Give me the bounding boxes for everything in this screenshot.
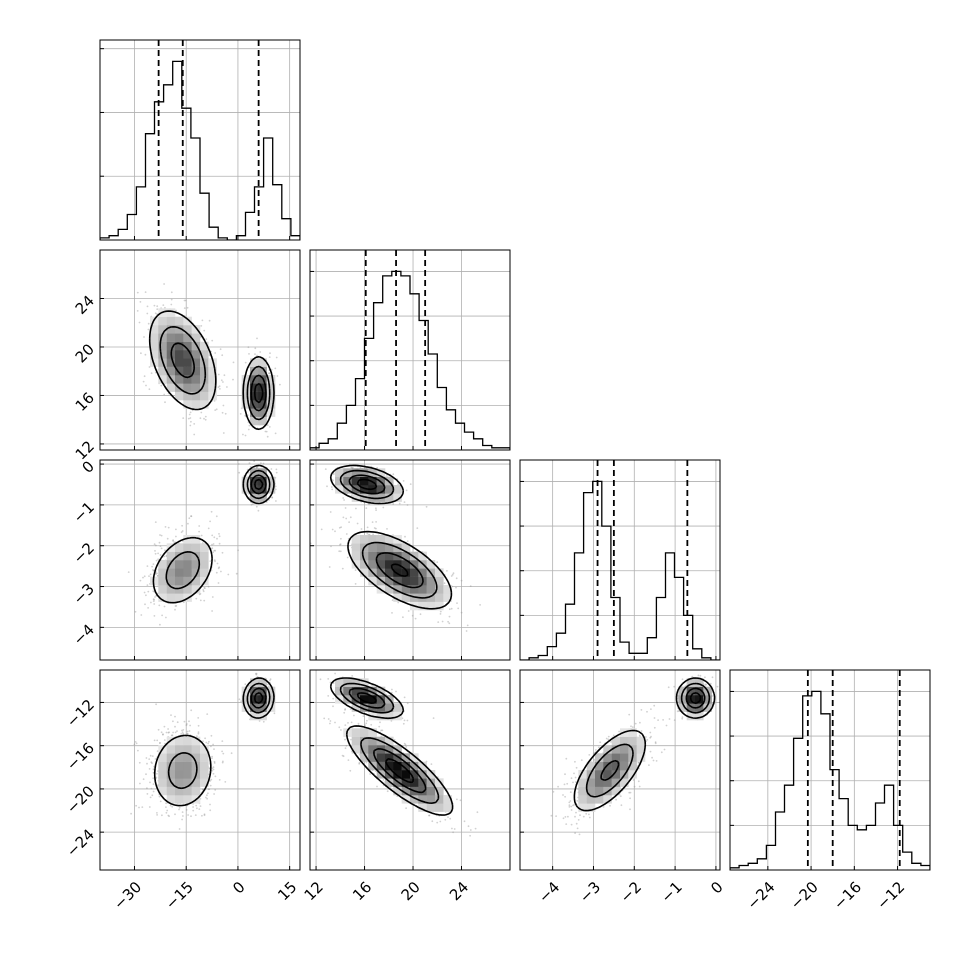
x-tick-label: −12 xyxy=(873,878,908,913)
x-tick-label: −24 xyxy=(743,878,778,913)
contour-3 xyxy=(254,382,264,404)
x-tick-label: −15 xyxy=(162,878,197,913)
y-tick-label: −2 xyxy=(70,539,98,567)
density-shading-3-2 xyxy=(578,678,712,812)
panel-frame xyxy=(729,669,931,871)
y-tick-label: 24 xyxy=(72,292,98,318)
y-tick-label: −20 xyxy=(63,782,98,817)
contour-1 xyxy=(167,682,271,790)
panel-frame xyxy=(519,459,721,661)
contour-3 xyxy=(689,692,702,705)
panel-0-0 xyxy=(99,39,301,241)
x-tick-label: −4 xyxy=(535,878,563,906)
panel-3-0 xyxy=(99,669,301,871)
histogram-1 xyxy=(310,270,510,450)
contour-1 xyxy=(585,682,711,798)
x-tick-label: −3 xyxy=(576,878,604,906)
y-tick-label: −24 xyxy=(63,825,98,860)
panel-2-1 xyxy=(309,459,511,661)
panel-2-2 xyxy=(519,459,721,661)
panel-frame xyxy=(99,249,301,451)
contour-0 xyxy=(573,677,716,812)
panel-frame xyxy=(309,459,511,661)
histogram-3 xyxy=(730,690,930,870)
contour-3 xyxy=(356,692,415,784)
contour-3 xyxy=(356,478,409,577)
panel-3-3 xyxy=(729,669,931,871)
x-tick-label: 16 xyxy=(349,878,375,904)
panel-3-2 xyxy=(519,669,721,871)
y-tick-label: 16 xyxy=(72,389,98,415)
contour-2 xyxy=(250,474,267,495)
panel-2-0 xyxy=(99,459,301,661)
y-tick-label: −16 xyxy=(63,739,98,774)
histogram-0 xyxy=(100,60,300,240)
contour-0 xyxy=(329,677,454,816)
x-tick-label: 20 xyxy=(398,878,424,904)
contour-1 xyxy=(339,682,440,804)
contour-1 xyxy=(339,469,438,599)
y-tick-label: −12 xyxy=(63,696,98,731)
contour-1 xyxy=(159,326,271,421)
x-tick-label: 0 xyxy=(707,878,726,897)
panel-frame xyxy=(99,459,301,661)
y-tick-label: 0 xyxy=(79,457,98,476)
panel-frame xyxy=(99,39,301,241)
y-tick-label: −3 xyxy=(70,580,98,608)
x-tick-label: −30 xyxy=(110,878,145,913)
contour-0 xyxy=(153,677,275,807)
density-shading-2-1 xyxy=(335,468,452,611)
contour-0 xyxy=(329,464,453,610)
contour-0 xyxy=(152,464,275,604)
x-tick-label: −16 xyxy=(830,878,865,913)
x-tick-label: 12 xyxy=(301,878,327,904)
contour-2 xyxy=(600,687,706,782)
x-tick-label: 0 xyxy=(229,878,248,897)
contour-2 xyxy=(170,342,267,412)
panel-1-1 xyxy=(309,249,511,451)
contour-2 xyxy=(348,687,427,794)
panel-3-1 xyxy=(309,669,511,871)
x-tick-label: −2 xyxy=(617,878,645,906)
y-tick-label: −1 xyxy=(70,498,98,526)
density-shading-3-0 xyxy=(158,678,276,804)
x-tick-label: 15 xyxy=(274,878,300,904)
contour-1 xyxy=(165,469,271,590)
panel-frame xyxy=(519,669,721,871)
panel-frame xyxy=(309,249,511,451)
contour-2 xyxy=(348,474,424,589)
contour-0 xyxy=(148,310,275,431)
y-tick-label: 20 xyxy=(72,340,98,366)
contour-2 xyxy=(250,687,267,709)
x-tick-label: 24 xyxy=(446,878,472,904)
y-tick-label: −4 xyxy=(70,621,98,649)
panel-1-0 xyxy=(99,249,301,451)
contour-3 xyxy=(254,692,264,705)
x-tick-label: −20 xyxy=(787,878,822,913)
panel-frame xyxy=(309,669,511,871)
histogram-2 xyxy=(520,480,720,660)
x-tick-label: −1 xyxy=(657,878,685,906)
panel-frame xyxy=(99,669,301,871)
contour-3 xyxy=(254,478,264,491)
